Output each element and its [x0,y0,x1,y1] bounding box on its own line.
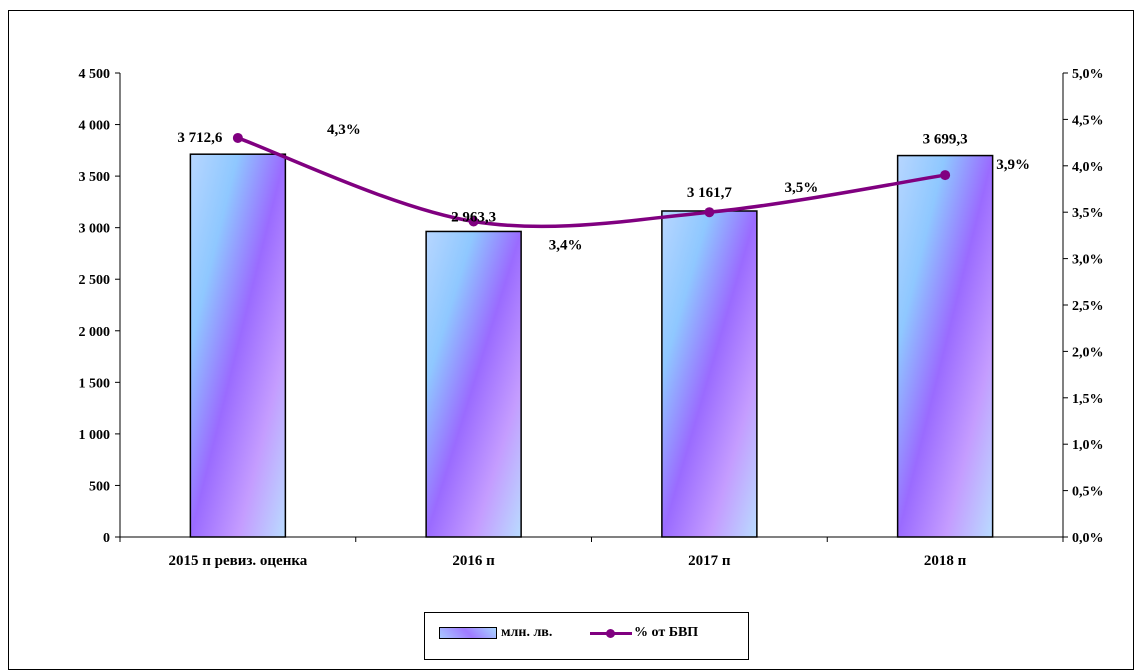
line-point [468,216,479,227]
legend-bar-label: млн. лв. [501,625,553,640]
y-left-tick-label: 3 000 [79,222,111,237]
x-category-label: 2018 п [924,553,967,569]
x-category-label: 2017 п [688,553,731,569]
bar [425,230,522,538]
y-left-tick-label: 3 500 [79,170,111,185]
legend-bar-swatch [439,627,497,639]
legend: млн. лв. % от БВП [424,612,749,660]
y-left-tick-label: 1 000 [79,428,111,443]
bar-value-label: 3 712,6 [177,130,223,146]
bar [661,210,758,538]
line-point [232,132,243,143]
line-value-label: 3,9% [996,157,1030,173]
y-left-tick-label: 500 [89,479,110,494]
legend-item-bar: млн. лв. [439,625,552,641]
y-left-tick-label: 2 000 [79,325,111,340]
y-right-tick-label: 0,5% [1072,485,1104,500]
legend-line-swatch [590,627,632,639]
line-value-label: 4,3% [327,122,361,138]
legend-item-line: % от БВП [590,625,698,641]
y-right-tick-label: 2,5% [1072,299,1104,314]
y-right-tick-label: 3,0% [1072,253,1104,268]
bar-value-label: 2 963,3 [451,209,496,225]
x-category-label: 2016 п [452,553,495,569]
bar [189,153,287,538]
line-point [940,170,951,181]
line-point [704,207,715,218]
line-value-label: 3,5% [785,180,819,196]
y-left-tick-label: 0 [103,531,110,546]
y-left-tick-label: 1 500 [79,376,111,391]
line-value-label: 3,4% [549,237,583,253]
bar-value-label: 3 699,3 [923,132,968,148]
bar [896,154,994,538]
y-right-tick-label: 4,5% [1072,113,1104,128]
y-right-tick-label: 4,0% [1072,160,1104,175]
y-left-tick-label: 4 500 [79,67,111,82]
bar-value-label: 3 161,7 [687,185,733,201]
y-right-tick-label: 0,0% [1072,531,1104,546]
y-right-tick-label: 3,5% [1072,206,1104,221]
y-left-tick-label: 2 500 [79,273,111,288]
y-left-tick-label: 4 000 [79,119,111,134]
y-right-tick-label: 1,0% [1072,438,1104,453]
x-category-label: 2015 п ревиз. оценка [168,553,307,569]
series-line [237,136,946,229]
y-right-tick-label: 1,5% [1072,392,1104,407]
y-right-tick-label: 2,0% [1072,345,1104,360]
y-right-tick-label: 5,0% [1072,67,1104,82]
combo-chart: 0 500 1 000 1 500 2 000 2 500 3 000 3 500 4 000 4… [79,67,1104,569]
legend-line-label: % от БВП [634,625,699,640]
